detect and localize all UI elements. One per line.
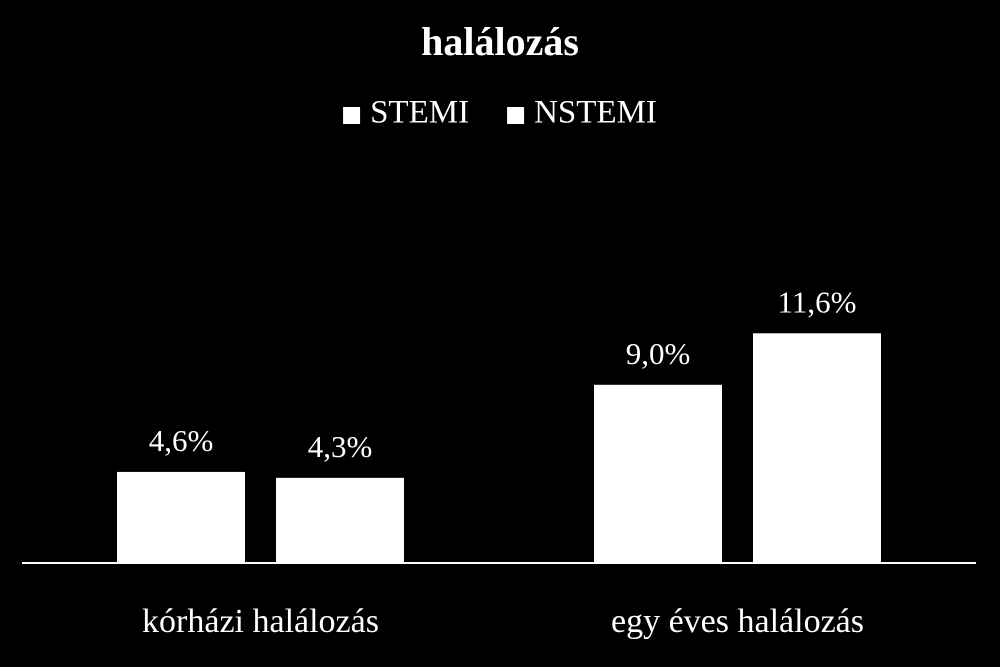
chart-title: halálozás [421, 19, 579, 64]
value-label: 4,3% [308, 429, 373, 464]
legend-label: STEMI [370, 95, 469, 131]
value-label: 11,6% [778, 284, 857, 319]
legend-swatch [507, 107, 525, 124]
legend-swatch [343, 107, 361, 124]
bar [276, 477, 404, 563]
bar [594, 384, 722, 563]
value-label: 9,0% [626, 336, 691, 371]
bar [753, 333, 881, 563]
bar [117, 471, 245, 563]
value-label: 4,6% [149, 423, 214, 458]
x-tick-label: kórházi halálozás [142, 603, 379, 640]
legend-label: NSTEMI [534, 95, 657, 131]
x-tick-label: egy éves halálozás [611, 603, 864, 640]
